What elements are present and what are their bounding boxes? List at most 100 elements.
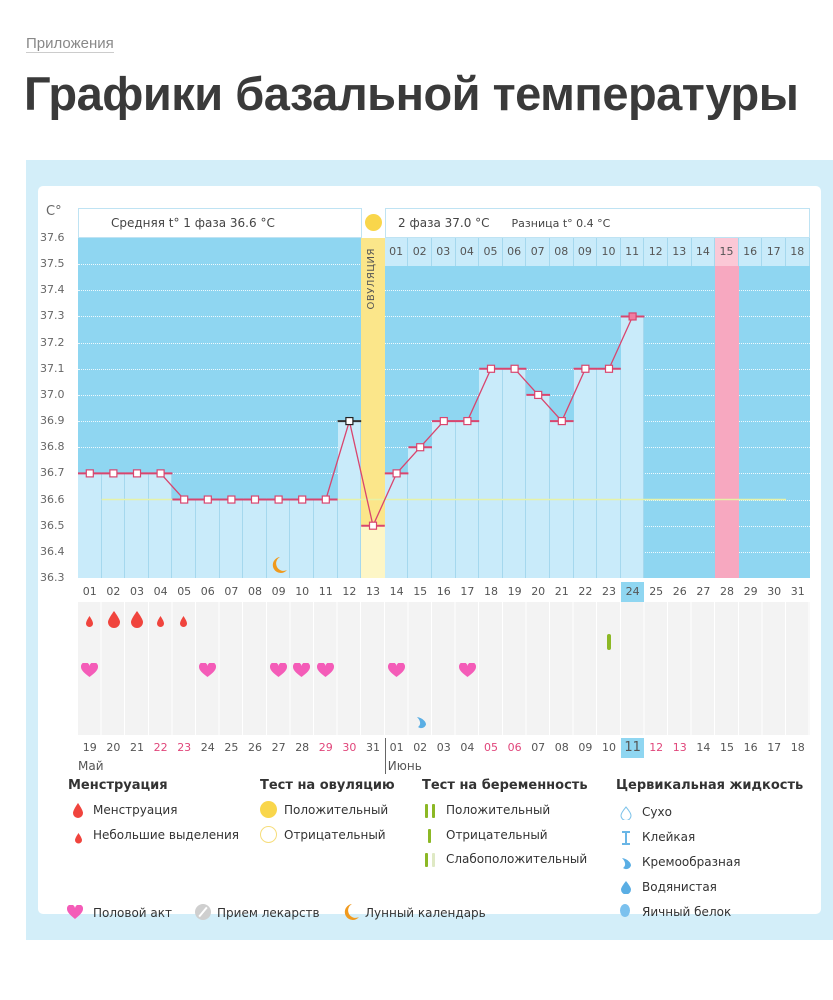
next-cycle-day: 05: [479, 238, 503, 266]
temperature-point: [604, 364, 614, 373]
temperature-bar[interactable]: [620, 316, 645, 578]
drop-large-icon: [72, 802, 84, 822]
temperature-bar[interactable]: [573, 368, 598, 578]
calendar-date-label: 18: [790, 741, 805, 754]
heart-icon: [458, 662, 476, 682]
y-tick-label: 36.7: [40, 466, 65, 480]
temperature-bar[interactable]: [526, 394, 550, 578]
ovulation-column: [361, 238, 385, 578]
month-label: Май: [78, 759, 104, 773]
temperature-bar[interactable]: [502, 368, 527, 578]
bbt-plot[interactable]: ОВУЛЯЦИЯ 01 02 03 04 05 06 07 08 09 10 11 12 13 14 15 16…: [78, 238, 810, 578]
legend-ovulation-title: Тест на овуляцию: [260, 778, 395, 793]
temperature-bar[interactable]: [597, 368, 621, 578]
calendar-date-label: 06: [507, 741, 522, 754]
grid-line: [78, 290, 810, 292]
temperature-point: [180, 495, 189, 504]
temperature-point: [250, 495, 260, 504]
next-cycle-day: 02: [408, 238, 432, 266]
temperature-point: [392, 469, 401, 478]
legend-fluid-sticky: Клейкая: [642, 830, 696, 844]
y-tick-label: 37.3: [40, 309, 65, 323]
temperature-bar[interactable]: [196, 499, 220, 578]
temperature-point: [510, 364, 519, 373]
calendar-date-label: 20: [106, 741, 121, 754]
heart-icon: [293, 662, 311, 682]
next-cycle-day: 16: [738, 238, 763, 266]
grid-line: [78, 342, 810, 344]
cycle-day-label: 18: [483, 585, 498, 598]
legend-ovulation-negative: Отрицательный: [284, 828, 386, 842]
symptom-grid[interactable]: [78, 602, 810, 735]
y-tick-label: 37.1: [40, 361, 65, 375]
menstruation-drop-icon: [85, 613, 94, 632]
cycle-day-label: 06: [200, 585, 215, 598]
temperature-point: [416, 443, 425, 452]
heart-icon: [269, 662, 287, 682]
cycle-day-label: 22: [578, 585, 593, 598]
y-tick-label: 36.9: [40, 414, 65, 428]
next-cycle-day: 01: [384, 238, 409, 266]
legend-menstruation-title: Менструация: [68, 778, 168, 793]
calendar-date-label: 29: [318, 741, 333, 754]
cycle-day-label: 15: [413, 585, 428, 598]
fluid-creamy-icon: [620, 855, 632, 874]
calendar-date-label: 22: [153, 741, 168, 754]
cycle-day-label: 31: [790, 585, 805, 598]
next-cycle-day: 15: [715, 238, 739, 266]
temperature-bar[interactable]: [479, 368, 503, 578]
heart-icon: [66, 904, 84, 924]
y-tick-label: 37.5: [40, 257, 65, 271]
temperature-bar[interactable]: [266, 499, 291, 578]
ovulation-positive-icon: [365, 214, 382, 231]
phase2-text: 2 фаза 37.0 °C: [398, 216, 490, 230]
fluid-eggwhite-icon: [620, 904, 630, 917]
legend-medication: Прием лекарств: [217, 906, 320, 920]
cycle-day-label: 11: [318, 585, 333, 598]
temperature-bar[interactable]: [78, 473, 102, 578]
ovulation-bar[interactable]: [361, 525, 385, 578]
month-divider: [384, 738, 386, 774]
heart-icon: [80, 662, 99, 682]
calendar-date-label: 31: [365, 741, 380, 754]
temperature-point: [298, 495, 307, 504]
temperature-point: [321, 495, 330, 504]
calendar-date-label: 04: [460, 741, 475, 754]
legend-moon-calendar: Лунный календарь: [365, 906, 486, 920]
cycle-day-label: 17: [460, 585, 475, 598]
temperature-bar[interactable]: [290, 499, 314, 578]
calendar-date-label: 01: [389, 741, 404, 754]
menstruation-drop-icon: [156, 613, 165, 632]
temperature-bar[interactable]: [314, 499, 338, 578]
calendar-date-label: 13: [672, 741, 687, 754]
y-tick-label: 36.8: [40, 440, 65, 454]
temperature-point: [368, 521, 378, 530]
pregnancy-negative-icon: [428, 828, 433, 847]
next-cycle-day: 10: [597, 238, 621, 266]
temperature-point: [85, 469, 94, 478]
difference-text: Разница t° 0.4 °C: [511, 216, 611, 230]
cycle-day-label: 13: [365, 585, 380, 598]
breadcrumb[interactable]: Приложения: [26, 35, 114, 53]
cycle-day-label: 03: [129, 585, 144, 598]
y-axis-unit: C°: [46, 204, 62, 219]
y-tick-label: 37.0: [40, 387, 65, 401]
temperature-bar[interactable]: [172, 499, 196, 578]
fluid-sticky-icon: [620, 830, 632, 849]
cycle-day-label: 20: [531, 585, 546, 598]
phase1-text: Средняя t° 1 фаза 36.6 °C: [111, 216, 275, 230]
calendar-date-label: 05: [483, 741, 498, 754]
calendar-date-label: 23: [177, 741, 192, 754]
y-tick-label: 36.6: [40, 492, 65, 506]
temperature-point: [439, 416, 448, 426]
cycle-day-label: 08: [247, 585, 262, 598]
calendar-date-label: 25: [224, 741, 239, 754]
calendar-date-label: 11: [620, 738, 645, 758]
cycle-day-label: 25: [649, 585, 664, 598]
legend-fluid-dry: Сухо: [642, 805, 672, 819]
temperature-bar[interactable]: [243, 499, 267, 578]
fluid-watery-icon: [620, 879, 632, 898]
temperature-bar[interactable]: [219, 499, 244, 578]
temperature-bar[interactable]: [408, 447, 432, 578]
legend-fluid-watery: Водянистая: [642, 880, 717, 894]
